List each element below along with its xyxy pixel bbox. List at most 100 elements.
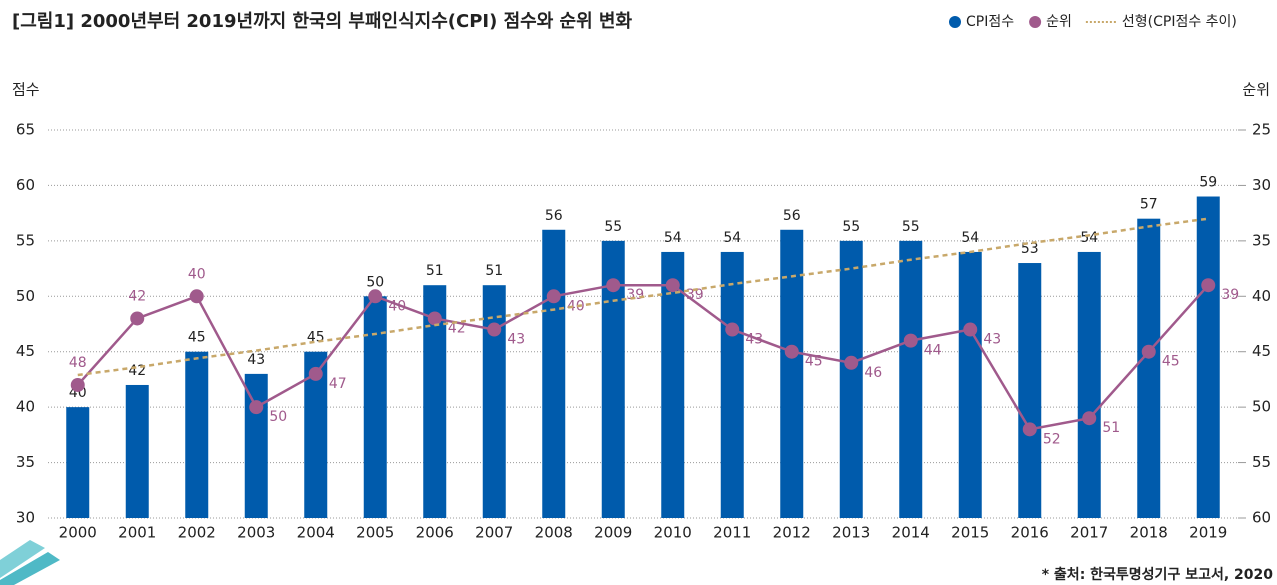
- bar-value-label: 59: [1199, 175, 1217, 191]
- bar-value-label: 45: [307, 330, 325, 346]
- legend-marker: [949, 16, 961, 28]
- point-value-label: 39: [1221, 287, 1239, 303]
- point-value-label: 52: [1043, 431, 1061, 447]
- bar-value-label: 57: [1140, 197, 1158, 213]
- y-tick-label: 60: [16, 176, 35, 194]
- x-tick-label: 2009: [594, 524, 632, 542]
- x-tick-label: 2007: [475, 524, 513, 542]
- point-value-label: 43: [745, 332, 763, 348]
- bar: [899, 241, 922, 518]
- bar-value-label: 54: [961, 230, 979, 246]
- bar: [364, 296, 387, 518]
- chart-title: [그림1] 2000년부터 2019년까지 한국의 부패인식지수(CPI) 점수…: [12, 11, 632, 32]
- x-tick-label: 2003: [237, 524, 275, 542]
- bar: [1018, 263, 1041, 518]
- x-tick-label: 2004: [297, 524, 335, 542]
- point: [725, 323, 739, 337]
- point-value-label: 46: [864, 365, 882, 381]
- y2-tick-label: 45: [1252, 342, 1271, 360]
- bar-value-label: 56: [545, 208, 563, 224]
- x-tick-label: 2019: [1189, 524, 1227, 542]
- point-value-label: 47: [329, 376, 347, 392]
- bar-value-label: 50: [366, 274, 384, 290]
- x-tick-label: 2014: [892, 524, 930, 542]
- bar: [721, 252, 744, 518]
- source-note: * 출처: 한국투명성기구 보고서, 2020: [1042, 566, 1274, 583]
- y-axis-label: 점수: [12, 81, 40, 99]
- point-value-label: 44: [924, 343, 942, 359]
- x-tick-label: 2000: [59, 524, 97, 542]
- point: [71, 378, 85, 392]
- point: [190, 289, 204, 303]
- point-value-label: 45: [805, 354, 823, 370]
- y-tick-label: 65: [16, 121, 35, 139]
- point: [368, 289, 382, 303]
- chart: [그림1] 2000년부터 2019년까지 한국의 부패인식지수(CPI) 점수…: [0, 0, 1277, 585]
- x-tick-label: 2008: [535, 524, 573, 542]
- bar: [542, 230, 565, 518]
- point-value-label: 39: [626, 287, 644, 303]
- x-tick-label: 2011: [713, 524, 751, 542]
- bar: [840, 241, 863, 518]
- bar: [66, 407, 89, 518]
- bar-value-label: 51: [426, 263, 444, 279]
- point: [1082, 411, 1096, 425]
- y2-tick-label: 25: [1252, 121, 1271, 139]
- x-tick-label: 2005: [356, 524, 394, 542]
- point: [428, 311, 442, 325]
- bar: [959, 252, 982, 518]
- point: [547, 289, 561, 303]
- y-tick-label: 55: [16, 231, 35, 249]
- x-tick-label: 2018: [1130, 524, 1168, 542]
- point: [130, 311, 144, 325]
- y2-tick-label: 60: [1252, 509, 1271, 527]
- y-tick-label: 45: [16, 342, 35, 360]
- y2-tick-label: 55: [1252, 453, 1271, 471]
- point: [1142, 345, 1156, 359]
- bar: [1078, 252, 1101, 518]
- bar-value-label: 54: [664, 230, 682, 246]
- point: [785, 345, 799, 359]
- point: [904, 334, 918, 348]
- point-value-label: 43: [507, 332, 525, 348]
- bar: [1137, 219, 1160, 518]
- point-value-label: 50: [269, 409, 287, 425]
- bar: [185, 352, 208, 518]
- point: [249, 400, 263, 414]
- y2-tick-label: 50: [1252, 398, 1271, 416]
- bar: [483, 285, 506, 518]
- bar-value-label: 43: [247, 352, 265, 368]
- bar: [1197, 197, 1220, 518]
- y2-axis-label: 순위: [1242, 81, 1270, 99]
- x-tick-label: 2017: [1070, 524, 1108, 542]
- x-tick-label: 2001: [118, 524, 156, 542]
- bar: [780, 230, 803, 518]
- point-value-label: 40: [388, 298, 406, 314]
- bar: [245, 374, 268, 518]
- point: [1201, 278, 1215, 292]
- x-tick-label: 2013: [832, 524, 870, 542]
- bar-value-label: 55: [842, 219, 860, 235]
- point: [309, 367, 323, 381]
- x-tick-label: 2006: [416, 524, 454, 542]
- legend-label: CPI점수: [966, 14, 1014, 30]
- y-tick-label: 35: [16, 453, 35, 471]
- point-value-label: 42: [128, 288, 146, 304]
- bar-value-label: 51: [485, 263, 503, 279]
- point-value-label: 43: [983, 332, 1001, 348]
- bar-value-label: 54: [1080, 230, 1098, 246]
- x-tick-label: 2012: [773, 524, 811, 542]
- bar-value-label: 55: [902, 219, 920, 235]
- y2-tick-label: 40: [1252, 287, 1271, 305]
- point: [1023, 422, 1037, 436]
- bar-value-label: 56: [783, 208, 801, 224]
- x-tick-label: 2002: [178, 524, 216, 542]
- x-tick-label: 2010: [654, 524, 692, 542]
- legend-label: 순위: [1046, 14, 1072, 30]
- point-value-label: 45: [1162, 354, 1180, 370]
- y-tick-label: 30: [16, 509, 35, 527]
- point-value-label: 51: [1102, 420, 1120, 436]
- legend-marker: [1029, 16, 1041, 28]
- bar-value-label: 54: [723, 230, 741, 246]
- y-tick-label: 40: [16, 398, 35, 416]
